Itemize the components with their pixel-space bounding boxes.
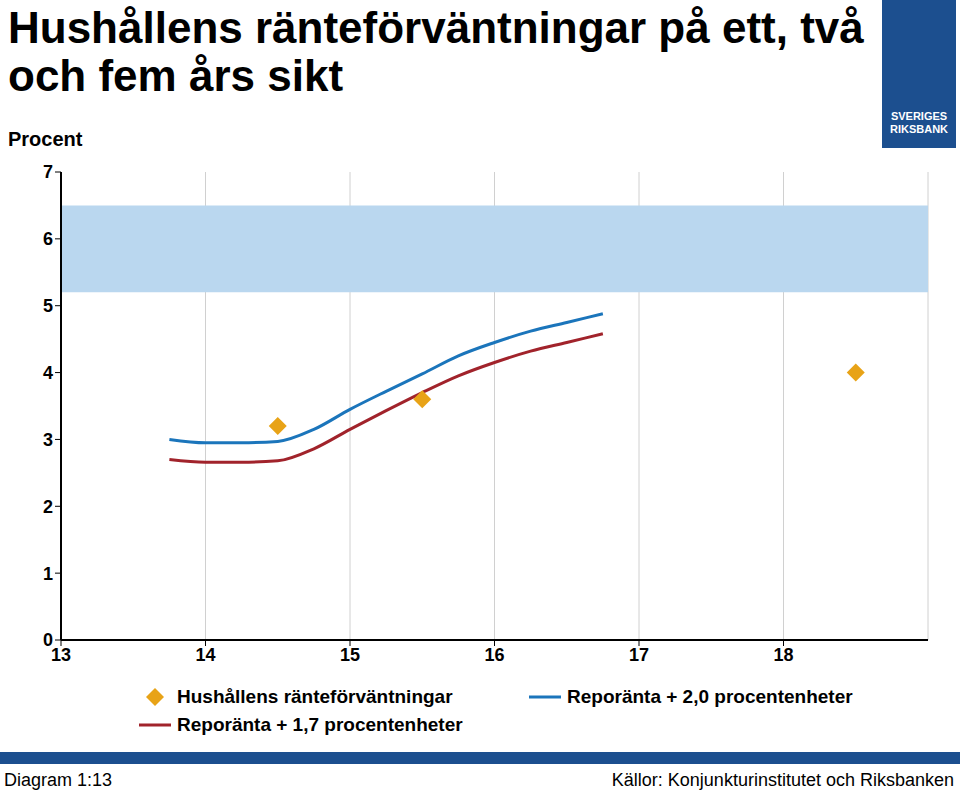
svg-text:15: 15 bbox=[340, 645, 360, 665]
html-text:Hushållens ränteförväntningar: Hushållens ränteförväntningar bbox=[177, 686, 453, 707]
svg-text:17: 17 bbox=[629, 645, 649, 665]
svg-text:16: 16 bbox=[484, 645, 504, 665]
html-text:Reporänta + 2,0 procentenheter: Reporänta + 2,0 procentenheter bbox=[567, 686, 853, 707]
svg-text:7: 7 bbox=[43, 162, 53, 182]
html-text:Källor: Konjunkturinstitutet o: Källor: Konjunkturinstitutet och Riksban… bbox=[611, 770, 954, 790]
html-text:Procent: Procent bbox=[8, 128, 83, 150]
svg-text:6: 6 bbox=[43, 229, 53, 249]
svg-text:4: 4 bbox=[43, 363, 53, 383]
svg-text:0: 0 bbox=[43, 630, 53, 650]
svg-text:2: 2 bbox=[43, 497, 53, 517]
html-text:Diagram 1:13: Diagram 1:13 bbox=[4, 770, 113, 790]
svg-text:5: 5 bbox=[43, 296, 53, 316]
svg-text:18: 18 bbox=[773, 645, 793, 665]
html-text:RIKSBANK: RIKSBANK bbox=[890, 122, 948, 135]
html-text:Reporänta + 1,7 procentenheter: Reporänta + 1,7 procentenheter bbox=[177, 714, 463, 735]
svg-text:3: 3 bbox=[43, 430, 53, 450]
svg-text:1: 1 bbox=[43, 564, 53, 584]
html-text:Hushållens ränteförväntningar: Hushållens ränteförväntningar på ett, tv… bbox=[8, 3, 864, 101]
svg-text:13: 13 bbox=[51, 645, 71, 665]
svg-text:14: 14 bbox=[195, 645, 215, 665]
html-text:SVERIGES: SVERIGES bbox=[890, 109, 948, 122]
